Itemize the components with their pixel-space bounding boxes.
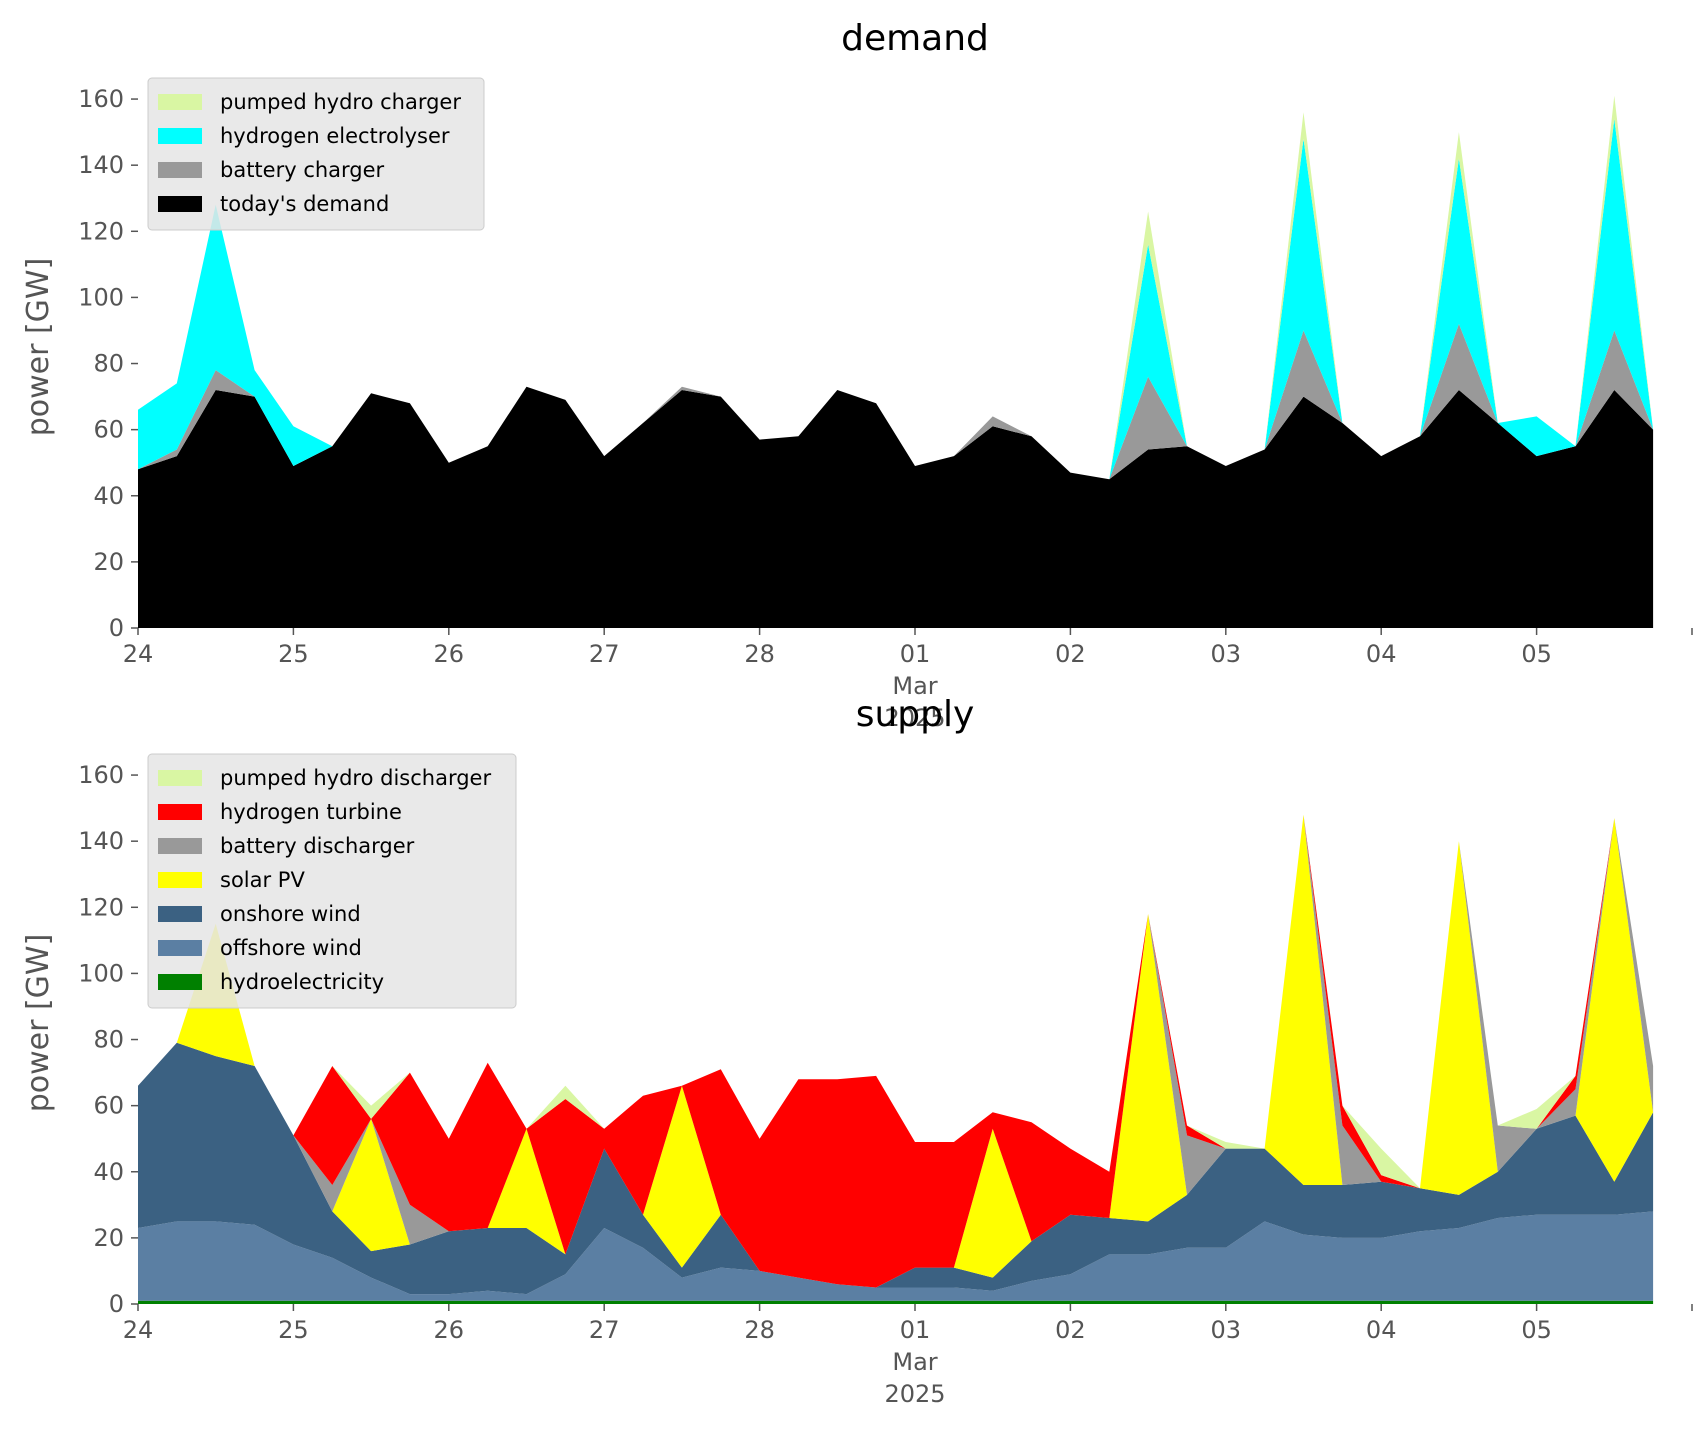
legend-swatch-today-s-demand [158, 196, 202, 212]
y-tick-label: 160 [78, 85, 124, 113]
y-tick-label: 140 [78, 151, 124, 179]
x-tick-label: 25 [278, 1316, 309, 1344]
area-offshore-wind [138, 1211, 1654, 1301]
x-tick-label: 26 [434, 640, 465, 668]
area-solar-pv [138, 814, 1654, 1288]
x-tick-year-label: 2025 [884, 704, 945, 732]
legend-swatch-battery-charger [158, 162, 202, 178]
legend: pumped hydro discharger hydrogen turbine b… [147, 753, 517, 1009]
x-tick-label: 02 [1055, 1316, 1086, 1344]
x-tick-label: 01 [900, 1316, 931, 1344]
x-tick-label: 03 [1211, 1316, 1242, 1344]
legend-swatch-hydrogen-turbine [158, 804, 202, 820]
x-tick-month-label: Mar [892, 672, 937, 700]
y-tick-label: 80 [93, 350, 124, 378]
chart-title: supply [856, 694, 975, 735]
x-tick-label: 04 [1366, 1316, 1397, 1344]
legend-swatch-solar-pv [158, 872, 202, 888]
x-tick-label: 26 [434, 1316, 465, 1344]
y-tick-label: 0 [109, 614, 124, 642]
x-tick-label: 25 [278, 640, 309, 668]
x-tick-label: 02 [1055, 640, 1086, 668]
x-tick-label: 05 [1521, 1316, 1552, 1344]
legend-box [147, 753, 517, 1009]
y-tick-label: 40 [93, 482, 124, 510]
y-tick-label: 20 [93, 1224, 124, 1252]
y-tick-label: 60 [93, 1092, 124, 1120]
legend-swatch-onshore-wind [158, 906, 202, 922]
legend-swatch-hydroelectricity [158, 974, 202, 990]
legend-swatch-battery-discharger [158, 838, 202, 854]
y-axis-label: power [GW] [21, 258, 56, 437]
legend-label-hydroelectricity: hydroelectricity [220, 970, 384, 994]
legend-label-battery-charger: battery charger [220, 158, 385, 182]
legend-swatch-hydrogen-electrolyser [158, 128, 202, 144]
x-tick-label: 24 [123, 640, 154, 668]
legend-swatch-pumped-hydro-charger [158, 94, 202, 110]
x-tick-year-label: 2025 [884, 1380, 945, 1408]
legend-swatch-offshore-wind [158, 940, 202, 956]
chart-title: demand [841, 18, 989, 59]
x-tick-label: 27 [589, 1316, 620, 1344]
x-tick-label: 04 [1366, 640, 1397, 668]
y-axis-label: power [GW] [21, 934, 56, 1113]
x-tick-label: 01 [900, 640, 931, 668]
x-tick-label: 27 [589, 640, 620, 668]
y-tick-label: 120 [78, 893, 124, 921]
y-tick-label: 20 [93, 548, 124, 576]
legend-swatch-pumped-hydro-discharger [158, 770, 202, 786]
x-tick-label: 05 [1521, 640, 1552, 668]
y-tick-label: 140 [78, 827, 124, 855]
y-tick-label: 80 [93, 1026, 124, 1054]
legend-label-hydrogen-turbine: hydrogen turbine [220, 800, 402, 824]
x-tick-label: 03 [1211, 640, 1242, 668]
x-tick-label: 24 [123, 1316, 154, 1344]
area-hydrogen-electrolyser [138, 118, 1654, 480]
legend-label-pumped-hydro-charger: pumped hydro charger [220, 90, 461, 114]
y-tick-label: 160 [78, 761, 124, 789]
area-onshore-wind [138, 1042, 1654, 1295]
x-tick-label: 28 [744, 640, 775, 668]
area-today-s-demand [138, 386, 1654, 628]
legend-label-battery-discharger: battery discharger [220, 834, 415, 858]
y-tick-label: 60 [93, 416, 124, 444]
x-tick-label: 28 [744, 1316, 775, 1344]
y-tick-label: 40 [93, 1158, 124, 1186]
x-tick-month-label: Mar [892, 1348, 937, 1376]
y-tick-label: 100 [78, 959, 124, 987]
y-tick-label: 120 [78, 217, 124, 245]
legend-label-onshore-wind: onshore wind [220, 902, 361, 926]
legend-box [147, 77, 485, 231]
y-tick-label: 0 [109, 1290, 124, 1318]
area-hydrogen-turbine [138, 814, 1654, 1288]
area-hydroelectricity [138, 1300, 1654, 1304]
legend-label-pumped-hydro-discharger: pumped hydro discharger [220, 766, 491, 790]
legend-label-offshore-wind: offshore wind [220, 936, 362, 960]
legend-label-solar-pv: solar PV [220, 868, 305, 892]
y-tick-label: 100 [78, 283, 124, 311]
legend-label-today-s-demand: today's demand [220, 192, 389, 216]
legend: pumped hydro charger hydrogen electrolyse… [147, 77, 485, 231]
legend-label-hydrogen-electrolyser: hydrogen electrolyser [220, 124, 450, 148]
